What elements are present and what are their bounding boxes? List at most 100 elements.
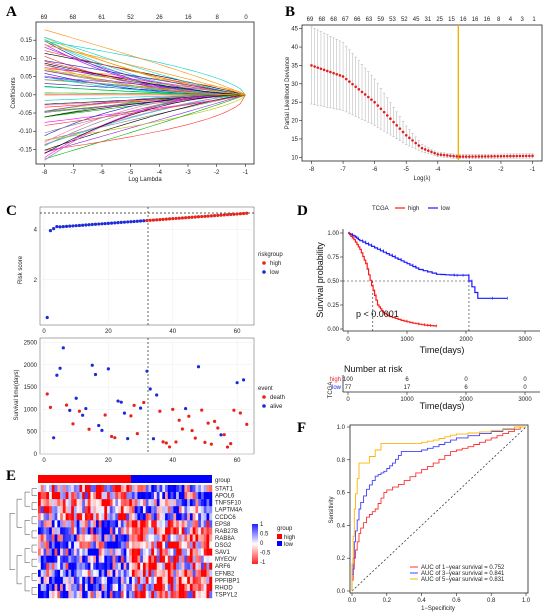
- panel-e-cell: [101, 569, 105, 578]
- panel-e-cell: [134, 499, 138, 507]
- panel-e-cell: [93, 562, 97, 570]
- panel-c-survival-point: [116, 399, 120, 403]
- panel-e-cell: [82, 569, 86, 578]
- panel-c-survival-point: [177, 418, 181, 422]
- panel-c-risk-point: [132, 219, 136, 224]
- panel-e-cell: [137, 583, 141, 592]
- panel-e-cell: [140, 590, 144, 599]
- panel-e-cell: [90, 590, 94, 599]
- panel-e-cell: [176, 583, 180, 592]
- panel-e-cell: [107, 534, 111, 542]
- panel-e-dendrogram-branch: [24, 576, 30, 592]
- panel-e-cell: [90, 576, 94, 585]
- panel-a-frame: [35, 21, 255, 165]
- panel-e-cell: [148, 583, 152, 592]
- panel-e-cell: [51, 590, 55, 599]
- panel-e-cell: [46, 527, 50, 535]
- panel-e-cell: [131, 576, 135, 585]
- panel-e-cell: [49, 583, 53, 592]
- panel-c-risk-distribution: 240 20 40 60 Risk score riskgroup high low …: [14, 206, 285, 464]
- panel-b-x-tick: -3: [467, 167, 473, 173]
- panel-e-cell: [170, 485, 174, 493]
- panel-e-cell: [145, 534, 149, 542]
- panel-e-cell: [40, 590, 44, 599]
- panel-e-cell: [189, 499, 193, 507]
- panel-e-cell: [189, 548, 193, 556]
- panel-e-cell: [43, 485, 47, 493]
- panel-e-cell: [118, 492, 122, 500]
- panel-e-cell: [145, 506, 149, 514]
- panel-d-risk-value: 100: [343, 377, 354, 383]
- panel-e-cell: [98, 492, 102, 500]
- panel-e-cell: [170, 576, 174, 585]
- panel-e-cell: [101, 485, 105, 493]
- panel-e-cell: [65, 548, 69, 556]
- panel-e-cell: [129, 541, 133, 549]
- panel-e-cell: [131, 513, 135, 521]
- panel-a-top-tick: 69: [41, 15, 48, 21]
- panel-e-cell: [51, 520, 55, 528]
- panel-e-cell: [93, 485, 97, 493]
- panel-c-survival-point: [212, 419, 217, 423]
- panel-a-x-tick: -2: [214, 170, 220, 176]
- panel-e-cell: [184, 485, 188, 493]
- panel-e-cell: [87, 506, 91, 514]
- panel-e-cell: [76, 548, 80, 556]
- panel-e-cell: [162, 548, 166, 556]
- panel-e-cell: [65, 590, 69, 599]
- panel-e-cell: [79, 499, 83, 507]
- panel-e-cell: [203, 534, 207, 542]
- panel-d-pvalue: p < 0.0001: [356, 309, 399, 319]
- panel-e-cell: [184, 492, 188, 500]
- panel-e-cell: [203, 506, 207, 514]
- panel-e-cell: [49, 492, 53, 500]
- panel-e-cell: [126, 513, 130, 521]
- panel-e-cell: [71, 576, 75, 585]
- panel-e-cell: [57, 541, 61, 549]
- panel-b-top-tick: 68: [330, 17, 337, 23]
- panel-e-cell: [73, 527, 77, 535]
- coefficient-path: [44, 40, 246, 95]
- panel-e-cell: [96, 527, 99, 535]
- panel-c-survival-axes: 0 500 1000 1500 2000 2500 0 20 40 60: [24, 340, 241, 464]
- panel-e-cell: [189, 562, 193, 570]
- panel-e-cell: [129, 520, 133, 528]
- panel-e-cell: [192, 499, 196, 507]
- panel-c-survival-point: [180, 427, 185, 431]
- panel-b-point: [354, 85, 357, 89]
- panel-e-cell: [54, 569, 58, 578]
- panel-e-cell: [142, 485, 146, 493]
- panel-b-point: [452, 154, 455, 158]
- panel-a-coefficient-paths: [44, 29, 246, 161]
- panel-e-cell: [142, 562, 146, 570]
- panel-c-risk-point: [184, 216, 188, 220]
- coefficient-path: [44, 94, 246, 134]
- panel-e-cell: [165, 485, 169, 493]
- panel-e-cell: [76, 576, 80, 585]
- panel-e-cell: [145, 541, 149, 549]
- panel-e-cell: [96, 506, 99, 514]
- panel-e-cell: [123, 555, 127, 563]
- panel-e-cell: [43, 562, 47, 570]
- panel-e-cell: [62, 569, 66, 578]
- panel-a-x-tick: -1: [243, 170, 249, 176]
- panel-b-point: [493, 154, 496, 158]
- panel-e-cell: [140, 576, 144, 585]
- panel-e-cell: [156, 499, 160, 507]
- panel-d-risk-tick: 2000: [459, 397, 473, 403]
- panel-e-cell: [71, 548, 75, 556]
- panel-c-risk-legend-low: low: [270, 270, 280, 276]
- panel-e-cell: [96, 499, 99, 507]
- panel-e-cell: [93, 541, 97, 549]
- panel-e-cell: [140, 541, 144, 549]
- panel-c-survival-legend-alive-marker: [262, 404, 266, 408]
- panel-e-cell: [73, 541, 77, 549]
- panel-c-survival-point: [164, 441, 168, 445]
- panel-c-risk-point: [148, 218, 152, 222]
- panel-e-cell: [184, 499, 188, 507]
- panel-e-cell: [209, 569, 213, 578]
- panel-b-point: [329, 70, 332, 74]
- panel-e-cell: [68, 548, 72, 556]
- panel-e-cell: [148, 548, 152, 556]
- panel-b-top-tick: 69: [307, 17, 314, 23]
